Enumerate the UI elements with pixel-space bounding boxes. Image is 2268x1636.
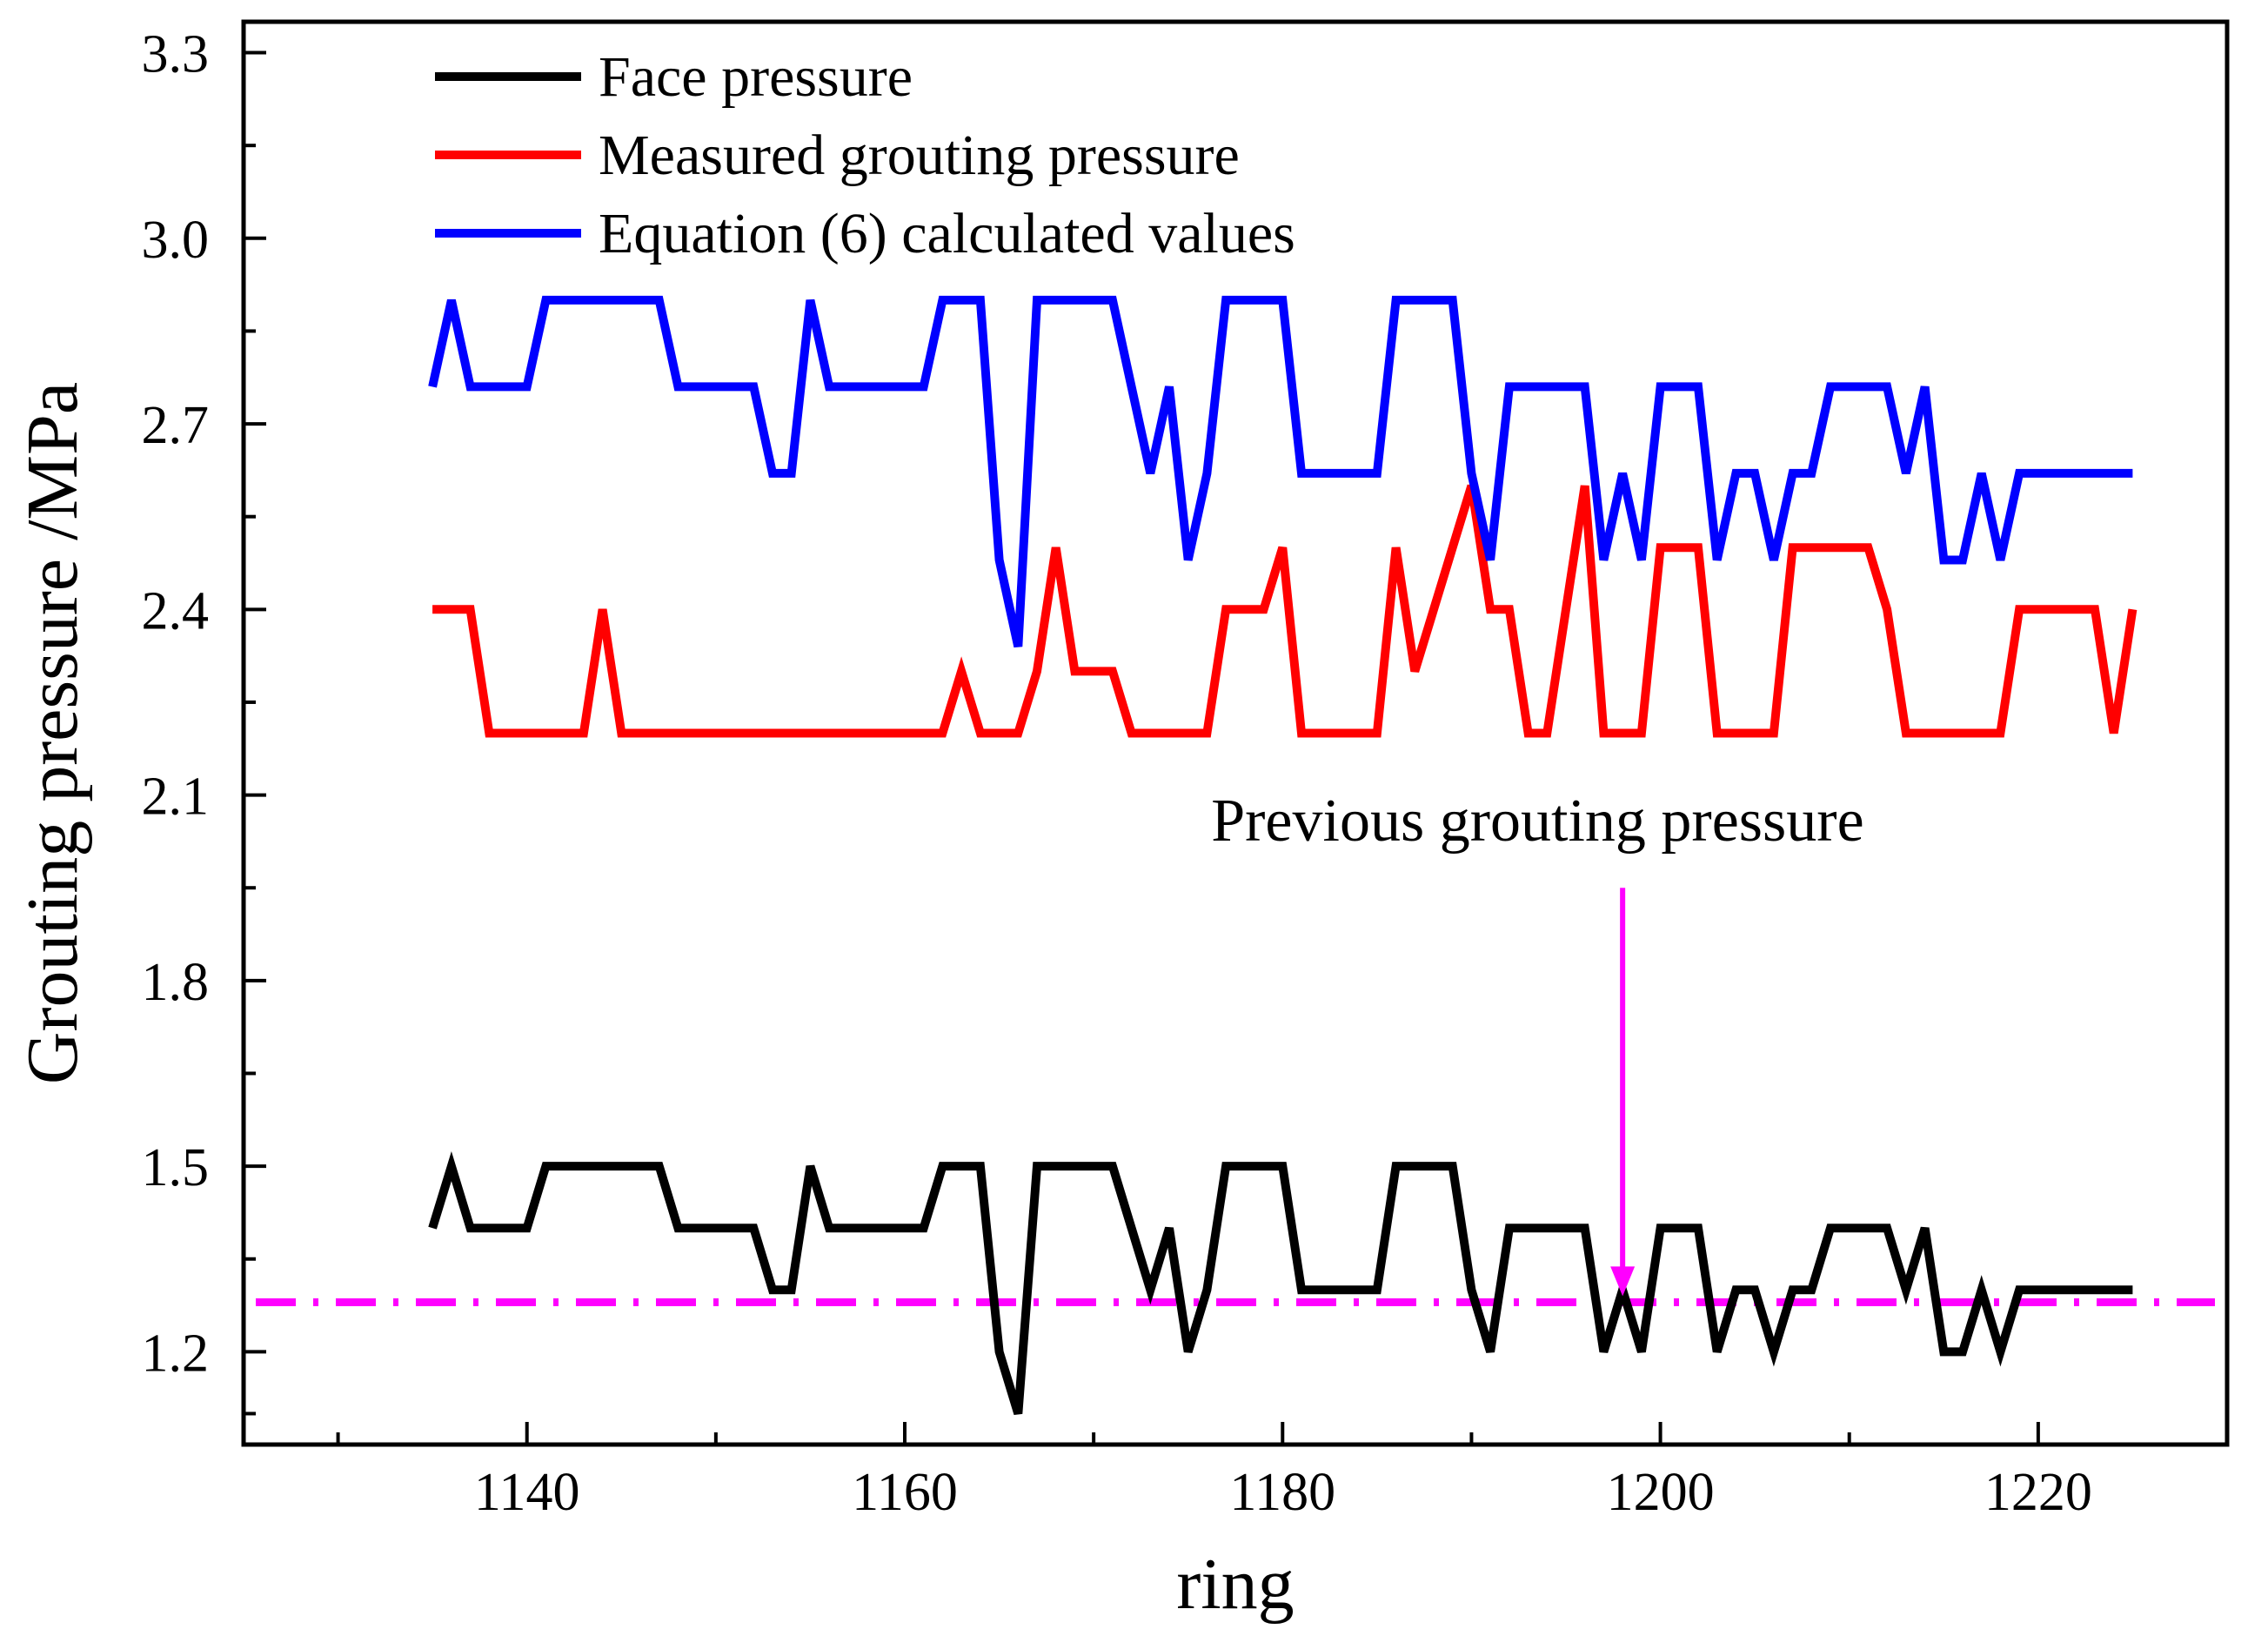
- y-tick-label: 2.1: [142, 768, 210, 827]
- y-tick-label: 3.0: [142, 211, 210, 270]
- annotation-label: Previous grouting pressure: [1211, 788, 1863, 855]
- x-tick-label: 1220: [1984, 1463, 2092, 1522]
- series-line-1: [428, 1151, 2133, 1415]
- y-tick-label: 1.5: [142, 1138, 210, 1197]
- y-axis-title: Grouting pressure /MPa: [12, 382, 93, 1084]
- axis-layer: 1140 1160 1180 1200 1220 1.2 1.5 1.8 2.1 2.4 2.7 3.…: [142, 25, 2092, 1522]
- y-tick-label: 1.8: [142, 953, 210, 1012]
- plot-frame: [241, 19, 2230, 1447]
- legend: Face pressure Measured grouting pressure E…: [435, 45, 1295, 265]
- y-tick-label: 2.7: [142, 396, 210, 455]
- x-tick-label: 1140: [474, 1463, 580, 1522]
- x-tick-label: 1200: [1607, 1463, 1715, 1522]
- series-line-2: [432, 484, 2138, 738]
- x-tick-label: 1180: [1229, 1463, 1335, 1522]
- x-tick-label: 1160: [852, 1463, 958, 1522]
- x-axis-title: ring: [1176, 1544, 1294, 1625]
- annotation-arrow-head: [1610, 1266, 1636, 1297]
- legend-label-1: Face pressure: [599, 45, 913, 109]
- legend-label-2: Measured grouting pressure: [599, 124, 1240, 187]
- y-tick-label: 1.2: [142, 1324, 210, 1383]
- y-tick-label: 2.4: [142, 581, 210, 640]
- legend-label-3: Equation (6) calculated values: [599, 202, 1295, 265]
- annotation-layer: Previous grouting pressure: [1211, 788, 1864, 1297]
- series-line-3: [428, 295, 2133, 648]
- series-layer: [428, 295, 2138, 1415]
- y-tick-label: 3.3: [142, 25, 210, 84]
